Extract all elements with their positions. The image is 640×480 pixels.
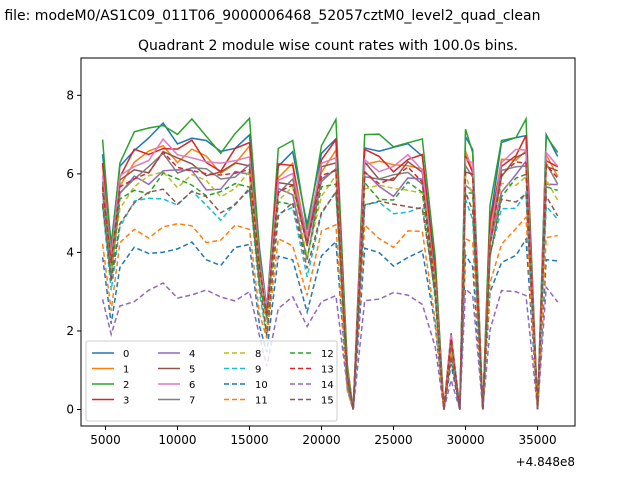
legend-label-13: 13 [321, 365, 334, 376]
x-axis: 5000 10000 15000 20000 25000 30000 35000 [90, 426, 557, 447]
legend-label-7: 7 [189, 396, 195, 407]
legend-label-3: 3 [123, 396, 129, 407]
x-tick-label: 5000 [90, 433, 121, 447]
series-line-14 [101, 282, 559, 410]
legend-label-11: 11 [255, 396, 268, 407]
legend-label-12: 12 [321, 349, 334, 360]
legend-label-10: 10 [255, 380, 268, 391]
series-layer [101, 116, 559, 410]
y-tick-label: 8 [66, 88, 74, 102]
x-offset-label: +4.848e8 [516, 455, 575, 469]
plot-frame [80, 57, 576, 427]
file-suptitle: n file: modeM0/AS1C09_011T06_9000006468_… [0, 8, 540, 24]
legend-label-15: 15 [321, 396, 334, 407]
legend-box [85, 340, 338, 422]
x-tick-label: 25000 [374, 433, 412, 447]
plot-area: 5000 10000 15000 20000 25000 30000 35000 0 2 4 6 8 [66, 57, 576, 447]
chart-title: Quadrant 2 module wise count rates with … [138, 38, 518, 54]
legend-label-9: 9 [255, 365, 261, 376]
legend-label-8: 8 [255, 349, 261, 360]
legend-label-6: 6 [189, 380, 195, 391]
x-tick-label: 10000 [158, 433, 196, 447]
x-tick-label: 35000 [518, 433, 556, 447]
y-tick-label: 0 [66, 403, 74, 417]
series-line-11 [101, 215, 558, 410]
x-tick-label: 20000 [302, 433, 340, 447]
legend-label-14: 14 [321, 380, 334, 391]
y-axis: 0 2 4 6 8 [66, 88, 81, 417]
series-line-15 [101, 186, 559, 410]
y-tick-label: 4 [66, 245, 74, 259]
legend-label-1: 1 [123, 365, 129, 376]
x-tick-label: 15000 [230, 433, 268, 447]
legend-label-2: 2 [123, 380, 129, 391]
legend-label-4: 4 [189, 349, 195, 360]
y-tick-label: 2 [66, 324, 74, 338]
legend-label-5: 5 [189, 365, 195, 376]
x-tick-label: 30000 [446, 433, 484, 447]
y-tick-label: 6 [66, 167, 74, 181]
legend-label-0: 0 [123, 349, 129, 360]
